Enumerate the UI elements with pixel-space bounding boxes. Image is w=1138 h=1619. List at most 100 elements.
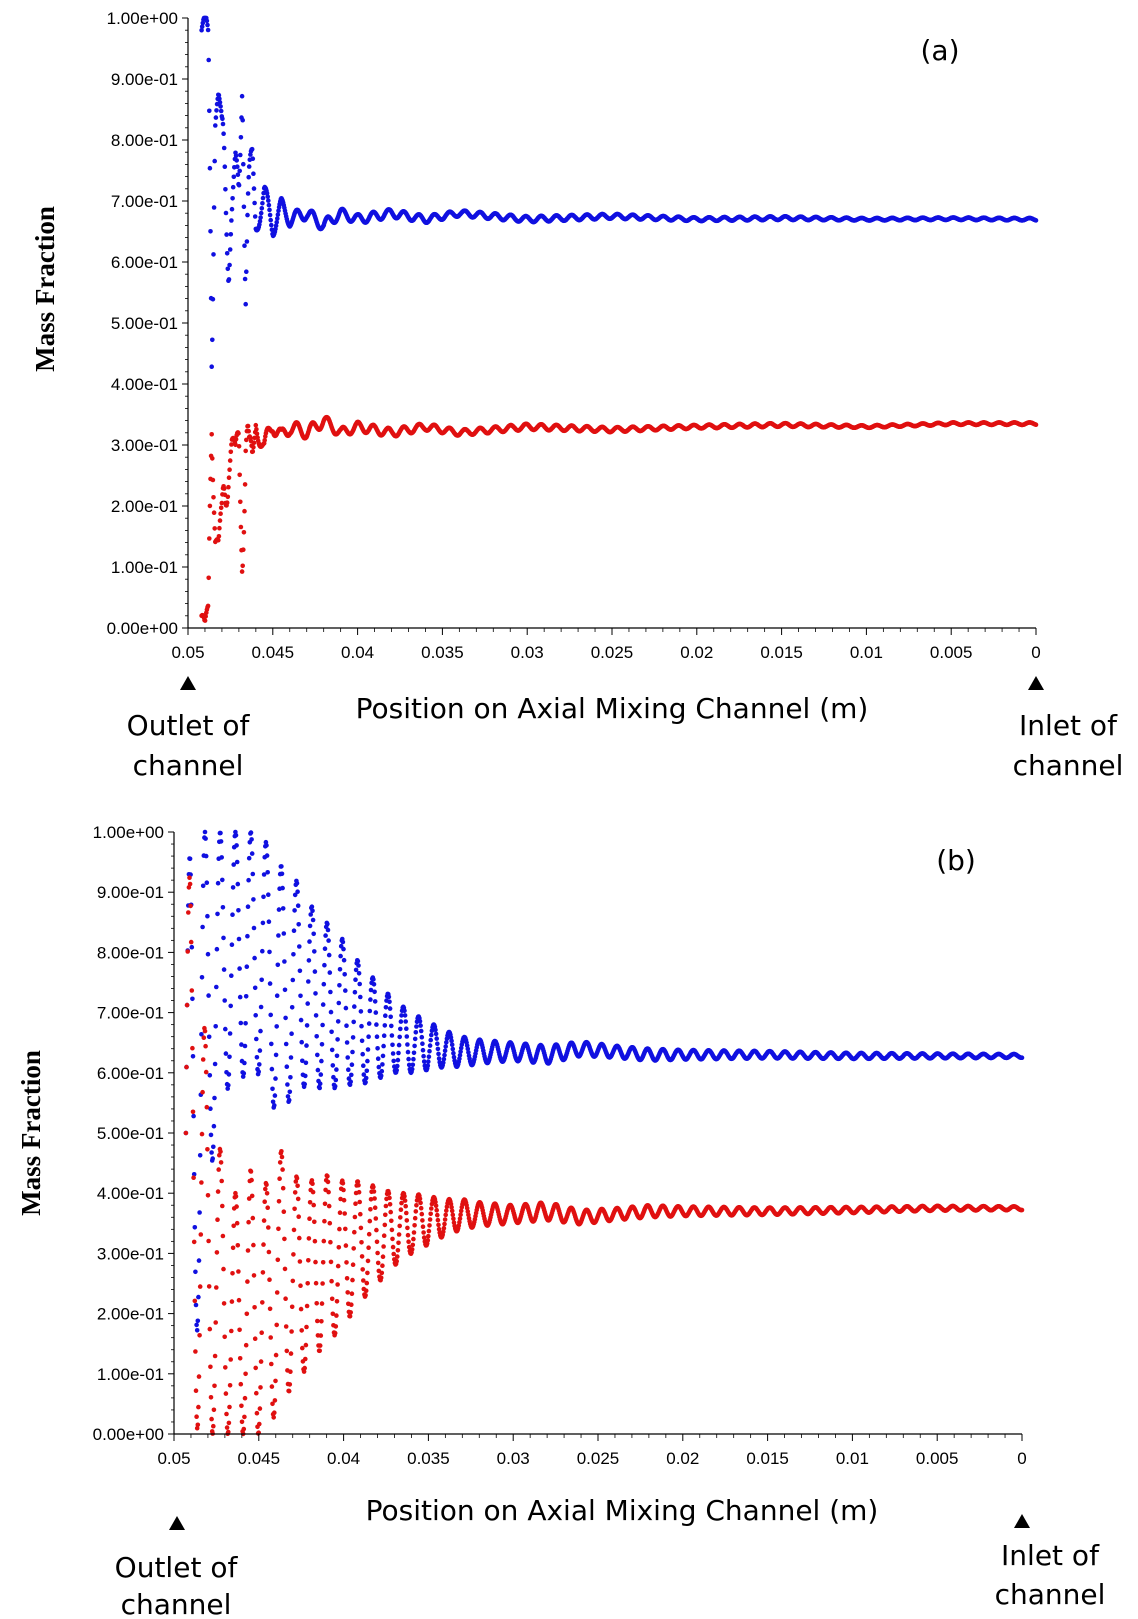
data-point xyxy=(238,1020,244,1026)
data-point xyxy=(268,217,274,223)
data-point xyxy=(263,1186,268,1192)
data-point xyxy=(390,1236,395,1242)
data-point xyxy=(198,1232,204,1237)
data-point xyxy=(220,121,226,127)
data-point xyxy=(344,1260,349,1265)
data-point xyxy=(254,431,260,437)
data-point xyxy=(228,1357,233,1362)
data-point xyxy=(428,1037,434,1043)
data-point xyxy=(264,1182,269,1187)
data-point xyxy=(1033,218,1039,223)
data-point xyxy=(224,500,230,506)
data-point xyxy=(254,427,259,432)
data-point xyxy=(192,1298,198,1304)
data-point xyxy=(235,172,241,177)
data-point xyxy=(334,1299,340,1304)
data-point xyxy=(398,1207,404,1212)
data-point xyxy=(420,1047,426,1053)
data-point xyxy=(283,1015,288,1021)
data-point xyxy=(383,1212,388,1218)
data-point xyxy=(449,1042,455,1048)
data-point xyxy=(223,210,229,216)
data-point xyxy=(395,1248,401,1253)
data-point xyxy=(320,1002,326,1007)
data-point xyxy=(374,1239,380,1245)
data-point xyxy=(357,1199,363,1205)
data-point xyxy=(450,1212,456,1218)
data-point xyxy=(191,1239,197,1245)
data-point xyxy=(412,1223,417,1228)
data-point xyxy=(398,1215,403,1220)
data-point xyxy=(402,1013,408,1018)
data-point xyxy=(199,27,204,33)
y-tick-label: 8.00e-01 xyxy=(111,131,178,150)
x-tick-label: 0.015 xyxy=(760,643,803,662)
data-point xyxy=(266,1225,271,1230)
data-point xyxy=(312,1238,318,1244)
data-point xyxy=(242,1414,247,1420)
data-point xyxy=(199,24,205,29)
data-point xyxy=(258,1359,264,1364)
data-point xyxy=(297,944,302,949)
data-point xyxy=(211,1407,217,1413)
data-point xyxy=(290,1278,296,1284)
data-point xyxy=(320,1281,325,1286)
data-point xyxy=(355,958,361,964)
data-point xyxy=(259,206,265,211)
data-point xyxy=(441,1225,447,1231)
data-point xyxy=(242,243,247,248)
data-point xyxy=(289,1005,295,1010)
data-point xyxy=(205,22,210,28)
data-point xyxy=(259,1330,265,1335)
data-point xyxy=(409,1247,415,1252)
chart-b-marks xyxy=(183,829,1025,1437)
data-point xyxy=(209,364,214,370)
data-point xyxy=(295,1196,301,1202)
x-tick-label: 0.025 xyxy=(591,643,634,662)
data-point xyxy=(374,1022,379,1027)
data-point xyxy=(252,1305,257,1310)
x-tick-label: 0.005 xyxy=(930,643,973,662)
data-point xyxy=(252,955,257,961)
data-point xyxy=(299,1328,305,1333)
data-point xyxy=(266,198,271,203)
data-point xyxy=(199,1131,205,1137)
data-point xyxy=(427,1217,433,1222)
data-point xyxy=(366,1231,372,1237)
data-point xyxy=(332,1330,338,1336)
data-point xyxy=(249,851,255,856)
data-point xyxy=(404,1218,410,1223)
data-point xyxy=(412,1036,418,1042)
data-point xyxy=(242,1395,248,1401)
data-point xyxy=(205,951,211,957)
data-point xyxy=(374,1227,379,1233)
data-point xyxy=(210,337,215,343)
data-point xyxy=(325,927,331,933)
data-point xyxy=(222,164,228,169)
data-point xyxy=(291,928,297,933)
data-point xyxy=(329,1029,334,1035)
data-point xyxy=(375,1056,381,1061)
data-point xyxy=(309,904,315,909)
chart-a-xlabel: Position on Axial Mixing Channel (m) xyxy=(356,692,869,725)
data-point xyxy=(328,1009,334,1015)
data-point xyxy=(371,1189,377,1194)
data-point xyxy=(196,1294,201,1300)
data-point xyxy=(251,925,257,931)
data-point xyxy=(211,205,217,210)
data-point xyxy=(222,998,227,1003)
data-point xyxy=(209,1150,214,1155)
data-point xyxy=(249,146,255,152)
data-point xyxy=(249,1193,255,1199)
data-point xyxy=(375,1250,380,1256)
data-point xyxy=(206,57,211,63)
data-point xyxy=(280,885,285,891)
data-point xyxy=(398,1026,403,1032)
data-point xyxy=(325,1179,331,1185)
data-point xyxy=(427,1223,432,1228)
data-point xyxy=(262,1199,268,1204)
data-point xyxy=(223,1391,229,1396)
data-point xyxy=(227,247,233,252)
y-tick-label: 2.00e-01 xyxy=(111,497,178,516)
data-point xyxy=(202,1028,208,1034)
